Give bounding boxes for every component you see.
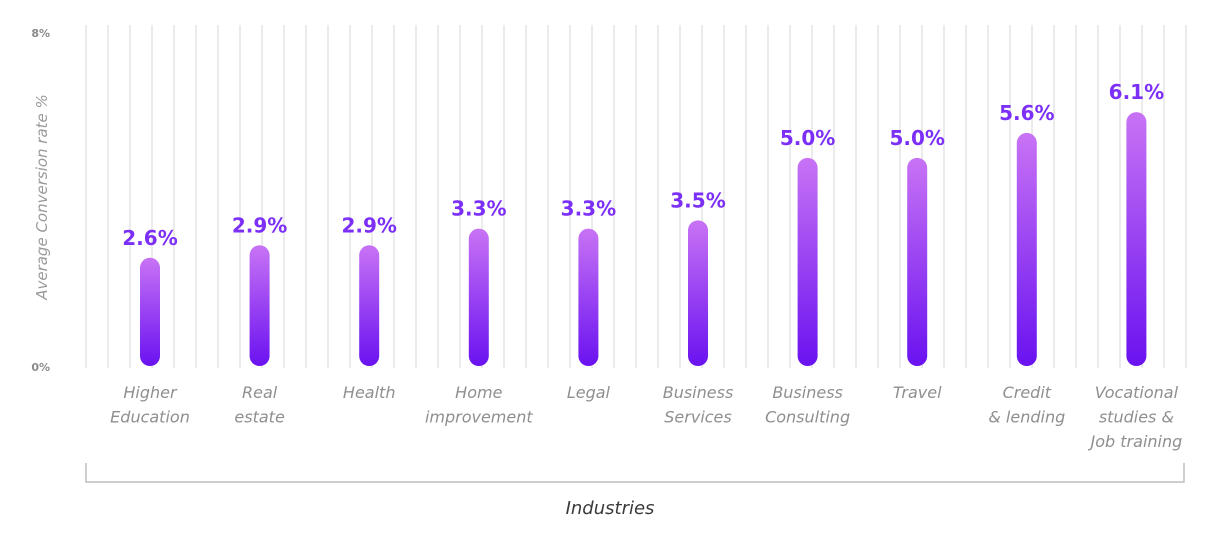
- category-label: Legal: [567, 383, 611, 402]
- category-label: Education: [110, 408, 190, 427]
- bar-value-label: 2.9%: [341, 213, 396, 237]
- bar: [468, 228, 489, 366]
- value-labels: 2.6% 2.9% 2.9% 3.3% 3.3% 3.5% 5.0% 5.0% 5.6% 6.1%: [122, 80, 1164, 250]
- category-labels: Higher Education Real estate Health Home impro…: [110, 383, 1182, 451]
- category-label: Business: [772, 383, 843, 402]
- bar-value-label: 3.3%: [561, 197, 616, 221]
- bars: [140, 112, 1147, 367]
- category-label: Real: [242, 383, 278, 402]
- y-tick-label-max: 8%: [31, 27, 50, 40]
- category-label: Health: [343, 383, 396, 402]
- bar: [688, 220, 708, 366]
- bar: [359, 245, 380, 366]
- bar-value-label: 3.5%: [670, 188, 725, 212]
- x-axis-title: Industries: [566, 498, 655, 519]
- bar-value-label: 5.0%: [889, 126, 944, 150]
- bar-value-label: 5.6%: [999, 101, 1054, 125]
- category-label: Business: [663, 383, 734, 402]
- bar: [249, 245, 270, 366]
- bar-value-label: 3.3%: [451, 197, 506, 221]
- bar: [140, 257, 160, 366]
- bar: [797, 157, 818, 366]
- y-axis-title: Average Conversion rate %: [33, 94, 51, 301]
- category-label: & lending: [988, 408, 1065, 427]
- category-label: studies &: [1099, 408, 1174, 427]
- bar: [907, 157, 928, 366]
- category-label: Travel: [893, 383, 942, 402]
- y-tick-label-min: 0%: [31, 361, 50, 374]
- category-label: Credit: [1003, 383, 1052, 402]
- bar-value-label: 5.0%: [780, 126, 835, 150]
- category-label: Job training: [1088, 432, 1183, 451]
- bar-value-label: 2.6%: [122, 226, 177, 250]
- bar-value-label: 6.1%: [1109, 80, 1164, 104]
- bar: [1126, 112, 1147, 367]
- bar: [1016, 132, 1037, 366]
- bar: [578, 228, 599, 366]
- category-label: Home: [455, 383, 502, 402]
- category-label: improvement: [425, 408, 533, 427]
- category-label: Services: [664, 408, 731, 427]
- category-label: Vocational: [1095, 383, 1179, 402]
- x-axis-bracket: [85, 463, 1185, 483]
- category-label: Higher: [123, 383, 178, 402]
- category-label: Consulting: [765, 408, 850, 427]
- category-label: estate: [234, 408, 285, 427]
- bar-value-label: 2.9%: [232, 213, 287, 237]
